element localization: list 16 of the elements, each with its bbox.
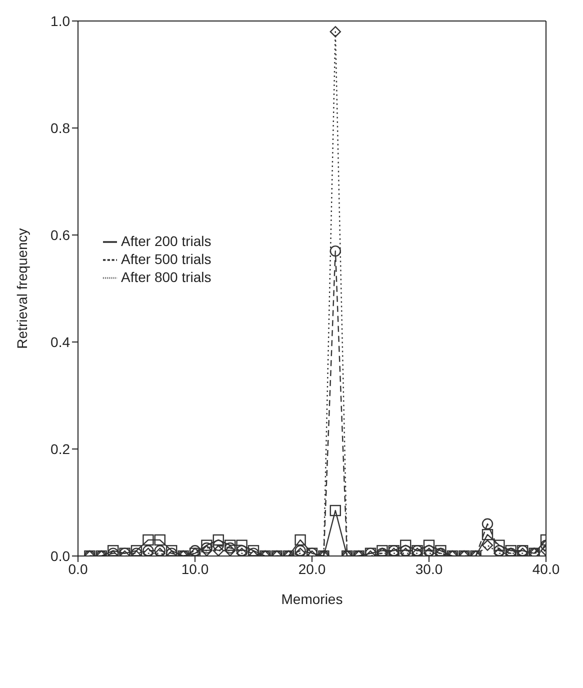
x-tick-label: 10.0 [181, 560, 209, 577]
x-tick-label: 20.0 [298, 560, 326, 577]
x-tick-label: 0.0 [68, 560, 88, 577]
legend-label: After 200 trials [121, 233, 212, 249]
legend-label: After 800 trials [121, 269, 212, 285]
x-tick-label: 40.0 [532, 560, 560, 577]
y-axis-title: Retrieval frequency [14, 228, 30, 349]
legend-label: After 500 trials [121, 251, 212, 267]
x-tick-label: 30.0 [415, 560, 443, 577]
y-tick-label: 0.8 [50, 120, 70, 136]
y-tick-label: 0.6 [50, 226, 70, 243]
y-tick-label: 0.0 [50, 548, 70, 564]
x-axis-title: Memories [281, 591, 343, 607]
y-tick-label: 0.4 [50, 334, 70, 350]
y-tick-label: 1.0 [50, 12, 70, 29]
y-tick-label: 0.2 [50, 440, 70, 457]
